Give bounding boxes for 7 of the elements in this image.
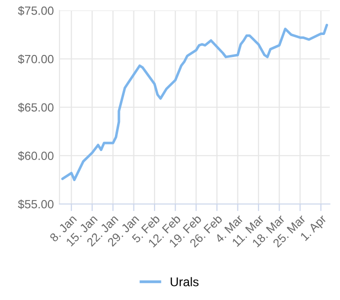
y-tick-label: $70.00: [18, 54, 54, 64]
y-tick-label: $60.00: [18, 151, 54, 161]
y-tick-label: $65.00: [18, 102, 54, 112]
y-tick-label: $55.00: [18, 200, 54, 210]
line-series: [61, 24, 328, 182]
y-tick-label: $75.00: [18, 6, 54, 16]
legend-label: Urals: [170, 277, 199, 286]
